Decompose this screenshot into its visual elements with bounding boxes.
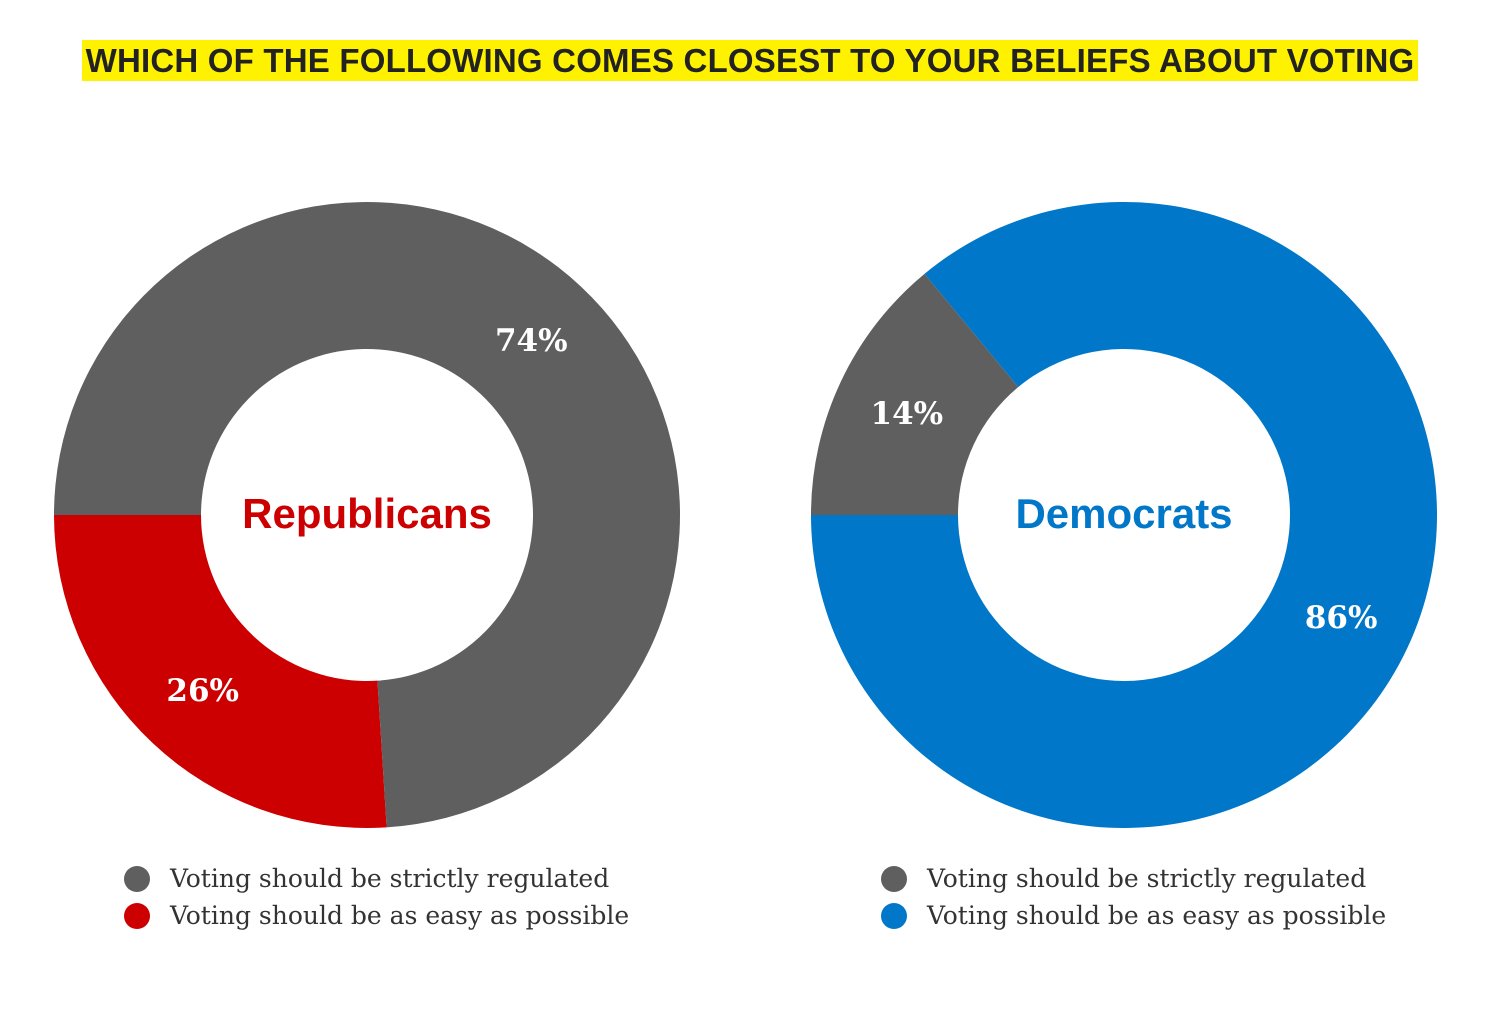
legend-dot xyxy=(881,902,907,929)
legend-dot xyxy=(124,902,150,929)
chart-title: WHICH OF THE FOLLOWING COMES CLOSEST TO … xyxy=(0,40,1500,81)
legend-item-easy: Voting should be as easy as possible xyxy=(881,897,1386,934)
donut-slice xyxy=(811,273,1019,515)
slice-data-label: 86% xyxy=(1305,600,1378,636)
legend-label: Voting should be strictly regulated xyxy=(170,864,610,893)
donut-slice xyxy=(54,202,680,828)
legend-item-strict: Voting should be strictly regulated xyxy=(881,860,1386,897)
legend-label: Voting should be as easy as possible xyxy=(170,901,630,930)
legend-dot xyxy=(881,865,907,892)
donut-slice xyxy=(811,201,1437,829)
legend-label: Voting should be strictly regulated xyxy=(927,864,1367,893)
donut-center-label: Republicans xyxy=(242,490,492,537)
legend-item-strict: Voting should be strictly regulated xyxy=(124,860,629,897)
legend-dot xyxy=(124,865,150,892)
legend-democrats: Voting should be strictly regulated Voti… xyxy=(881,860,1386,934)
donut-center-label: Democrats xyxy=(1015,490,1232,537)
legend-label: Voting should be as easy as possible xyxy=(927,901,1387,930)
slice-data-label: 74% xyxy=(495,323,568,359)
legend-item-easy: Voting should be as easy as possible xyxy=(124,897,629,934)
chart-title-text: WHICH OF THE FOLLOWING COMES CLOSEST TO … xyxy=(81,40,1419,81)
slice-data-label: 14% xyxy=(871,396,944,432)
donut-slice xyxy=(54,515,387,828)
slice-data-label: 26% xyxy=(166,673,239,709)
legend-republicans: Voting should be strictly regulated Voti… xyxy=(124,860,629,934)
